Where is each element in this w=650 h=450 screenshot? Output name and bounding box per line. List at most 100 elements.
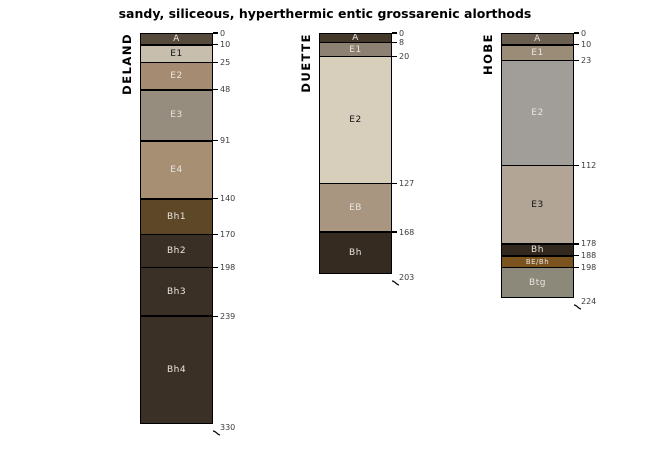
depth-tick-label: 168 (399, 227, 415, 237)
depth-tick-label: 0 (220, 28, 226, 38)
depth-tick-label: 239 (220, 311, 236, 321)
profile-name-label: HOBE (481, 33, 495, 76)
profile-name-label: DUETTE (299, 33, 313, 93)
horizon-block: Bh3 (140, 267, 213, 317)
horizon-block: Bh2 (140, 234, 213, 268)
horizon-label: E2 (531, 107, 544, 118)
horizon-boundary (319, 41, 392, 44)
depth-tick (392, 32, 397, 34)
horizon-boundary (140, 266, 213, 269)
horizon-block: A (501, 33, 574, 45)
horizon-label: Bh (531, 244, 544, 255)
horizon-boundary (140, 233, 213, 236)
horizon-label: E1 (170, 48, 183, 59)
horizon-label: E1 (349, 44, 362, 55)
horizon-block: Bh4 (140, 316, 213, 425)
horizon-boundary (140, 198, 213, 200)
depth-tick-label: 198 (581, 263, 597, 273)
horizon-label: E3 (531, 199, 544, 210)
depth-connector-curve (391, 273, 400, 292)
depth-tick (574, 44, 579, 46)
profile-column: A E1 E2 E3 E4 Bh1 Bh2 Bh3 Bh4 (140, 33, 213, 425)
depth-tick (213, 44, 218, 46)
depth-tick-label: 10 (581, 40, 592, 50)
depth-connector-curve (573, 297, 582, 316)
horizon-block: E1 (140, 44, 213, 63)
depth-tick-label: 23 (581, 55, 592, 65)
depth-tick-label: 0 (581, 28, 587, 38)
horizon-block: E4 (140, 140, 213, 199)
horizon-boundary (501, 255, 574, 257)
horizon-boundary (501, 266, 574, 269)
horizon-block: Bh (319, 232, 392, 274)
horizon-label: Bh3 (166, 286, 187, 297)
horizon-boundary (140, 61, 213, 64)
depth-tick-label: 198 (220, 263, 236, 273)
depth-tick (213, 315, 218, 317)
depth-tick (392, 182, 397, 185)
horizon-label: Bh2 (166, 246, 187, 257)
horizon-boundary (319, 231, 392, 233)
depth-tick (213, 62, 218, 64)
depth-tick (574, 267, 579, 269)
depth-tick-label: 91 (220, 136, 231, 146)
horizon-block: Bh1 (140, 198, 213, 235)
horizon-label: A (173, 33, 180, 44)
profile-name-label: DELAND (120, 33, 134, 95)
depth-tick (574, 165, 579, 167)
horizon-boundary (319, 182, 392, 185)
horizon-block: E2 (501, 60, 574, 166)
depth-tick (392, 56, 397, 58)
horizon-block: E1 (501, 44, 574, 61)
depth-tick-label: 10 (220, 40, 231, 50)
depth-tick (213, 32, 218, 34)
horizon-boundary (501, 44, 574, 46)
horizon-block: E2 (319, 56, 392, 184)
horizon-boundary (501, 59, 574, 61)
depth-tick-label: 188 (581, 251, 597, 261)
horizon-block: Bh (501, 243, 574, 256)
depth-tick (574, 59, 579, 61)
horizon-boundary (140, 315, 213, 317)
depth-tick-label: 0 (399, 28, 405, 38)
depth-tick-label: 224 (581, 297, 597, 307)
depth-tick-label: 48 (220, 85, 231, 95)
horizon-boundary (319, 55, 392, 58)
depth-tick-label: 178 (581, 239, 597, 249)
horizon-block: EB (319, 183, 392, 233)
horizon-block: E3 (140, 89, 213, 141)
depth-connector-curve (212, 423, 221, 442)
depth-tick-label: 112 (581, 161, 597, 171)
horizon-label: A (534, 33, 541, 44)
depth-tick-label: 25 (220, 58, 231, 68)
horizon-label: E4 (170, 164, 183, 175)
depth-tick (392, 41, 397, 44)
horizon-label: E2 (349, 115, 362, 126)
horizon-label: Bh1 (166, 211, 187, 222)
horizon-boundary (140, 44, 213, 46)
depth-tick-label: 8 (399, 37, 405, 47)
horizon-block: E2 (140, 62, 213, 90)
profile-column: A E1 E2 EB Bh (319, 33, 392, 274)
depth-tick (213, 233, 218, 236)
depth-tick (213, 267, 218, 269)
depth-tick-label: 170 (220, 229, 236, 239)
depth-tick (574, 243, 579, 245)
horizon-label: E3 (170, 110, 183, 121)
horizon-label: A (352, 33, 359, 43)
depth-tick-label: 330 (220, 423, 236, 433)
horizon-boundary (501, 164, 574, 167)
figure-title: sandy, siliceous, hyperthermic entic gro… (118, 6, 532, 21)
depth-tick (392, 231, 397, 233)
depth-tick-label: 203 (399, 272, 415, 282)
horizon-label: Bh (349, 247, 362, 258)
horizon-label: EB (349, 202, 362, 213)
depth-tick (213, 140, 218, 142)
horizon-label: E1 (531, 47, 544, 58)
horizon-boundary (140, 89, 213, 91)
depth-tick (574, 32, 579, 34)
horizon-block: E3 (501, 165, 574, 244)
horizon-label: Btg (529, 278, 546, 289)
